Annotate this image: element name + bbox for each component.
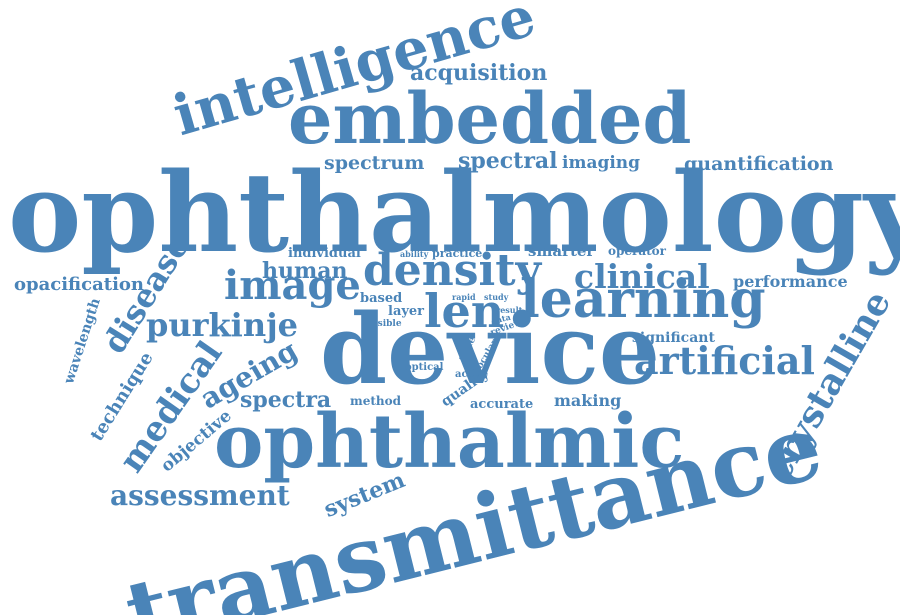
- word-optical: optical: [405, 362, 444, 373]
- word-spectra: spectra: [240, 387, 332, 413]
- word-purkinje: purkinje: [146, 306, 299, 344]
- word-accurate: accurate: [470, 397, 534, 412]
- word-operator: operator: [608, 244, 666, 258]
- word-significant: significant: [632, 330, 715, 346]
- word-opacification: opacification: [14, 274, 145, 295]
- word-active: active: [455, 369, 489, 380]
- word-study: study: [484, 292, 509, 302]
- word-clinical: clinical: [574, 257, 710, 296]
- word-smarter: smarter: [528, 242, 595, 260]
- word-practice: practice: [432, 247, 483, 260]
- word-based: based: [360, 291, 403, 306]
- word-making: making: [554, 391, 622, 410]
- word-spectrum: spectrum: [324, 152, 425, 174]
- word-visible: visible: [369, 319, 402, 329]
- word-rapid: rapid: [452, 292, 476, 302]
- word-ophthalmology: ophthalmology: [8, 148, 900, 277]
- word-acquisition: acquisition: [410, 60, 548, 86]
- word-layer: layer: [388, 304, 425, 319]
- word-performance: performance: [733, 272, 848, 291]
- word-density: density: [363, 245, 542, 296]
- word-spectral: spectral: [458, 148, 558, 174]
- word-image: image: [224, 262, 361, 309]
- word-individual: individual: [288, 246, 361, 261]
- word-learning: learning: [520, 269, 766, 330]
- word-device: device: [320, 293, 660, 406]
- word-len: len: [424, 284, 505, 338]
- word-method: method: [350, 394, 401, 408]
- word-imaging: imaging: [562, 153, 641, 173]
- word-result: result: [496, 305, 523, 315]
- word-ophthalmic: ophthalmic: [214, 399, 685, 485]
- word-artificial: artificial: [634, 338, 815, 383]
- word-assessment: assessment: [110, 479, 290, 512]
- word-embedded: embedded: [288, 77, 692, 160]
- word-human: human: [262, 258, 348, 284]
- word-ability: ability: [400, 249, 429, 259]
- word-quantification: quantification: [684, 153, 834, 175]
